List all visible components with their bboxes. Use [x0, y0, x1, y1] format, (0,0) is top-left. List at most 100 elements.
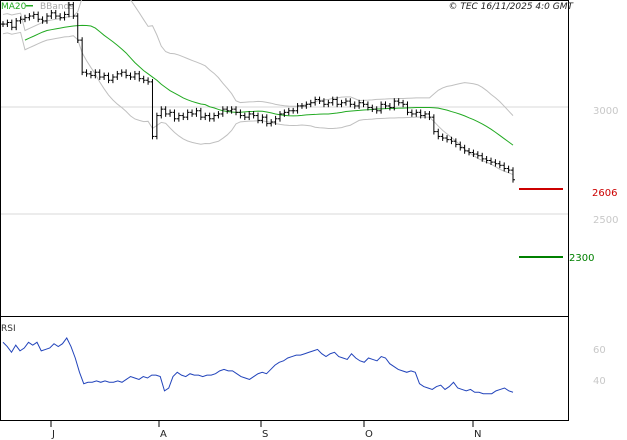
- ohlc-bar: [286, 107, 291, 116]
- ohlc-bar: [159, 106, 164, 119]
- ohlc-bar: [326, 99, 331, 108]
- ohlc-bar: [194, 107, 199, 117]
- ohlc-bar: [27, 13, 32, 21]
- ohlc-bar: [234, 106, 239, 116]
- rsi-layer: [2, 337, 514, 395]
- ohlc-bar: [84, 69, 89, 77]
- ohlc-bar: [291, 107, 296, 114]
- ohlc-bar: [273, 115, 278, 125]
- support-label: 2300: [569, 253, 594, 264]
- ohlc-bar: [102, 72, 107, 80]
- ohlc-bar: [379, 101, 384, 114]
- ohlc-bar: [357, 99, 362, 109]
- ma20-line: [24, 24, 514, 146]
- ohlc-bar: [141, 75, 146, 84]
- y-tick-2500: 2500: [593, 215, 618, 226]
- ohlc-bar: [220, 106, 225, 117]
- x-tick-label: S: [262, 429, 268, 440]
- ohlc-bar: [49, 9, 54, 19]
- ohlc-bar: [132, 70, 137, 80]
- ohlc-bar: [335, 96, 340, 108]
- ohlc-bar: [370, 104, 375, 113]
- ohlc-bar: [471, 149, 476, 157]
- ohlc-bar: [418, 109, 423, 119]
- ohlc-bar: [5, 19, 10, 27]
- bband-lower: [2, 31, 514, 176]
- ohlc-bar: [31, 11, 36, 19]
- ohlc-bar: [124, 69, 129, 79]
- ohlc-bar: [229, 106, 234, 114]
- ohlc-bar: [299, 103, 304, 109]
- ohlc-bar: [203, 112, 208, 121]
- ohlc-bar: [216, 111, 221, 119]
- ohlc-bar: [436, 128, 441, 140]
- x-tick-label: J: [51, 429, 55, 440]
- ohlc-bar: [458, 141, 463, 151]
- ohlc-bar: [295, 103, 300, 114]
- ohlc-bar: [207, 112, 212, 122]
- ohlc-bar: [282, 109, 287, 117]
- ohlc-bar: [212, 112, 217, 122]
- ohlc-bar: [431, 114, 436, 135]
- ohlc-bar: [264, 114, 269, 127]
- ohlc-bar: [511, 167, 515, 183]
- ohlc-bar: [445, 135, 450, 143]
- rsi-panel-frame: [0, 316, 569, 421]
- ohlc-bar: [484, 156, 489, 164]
- ohlc-bar: [14, 17, 19, 31]
- ohlc-bar: [247, 111, 252, 121]
- ohlc-bar: [321, 98, 326, 108]
- ohlc-bar: [66, 1, 71, 18]
- ohlc-bar: [365, 101, 370, 111]
- ohlc-bar: [308, 99, 313, 108]
- ohlc-bar: [256, 112, 260, 124]
- ohlc-bar: [97, 69, 102, 80]
- ohlc-bar: [343, 98, 348, 106]
- ohlc-bar: [40, 16, 45, 24]
- rsi-tick-40: 40: [593, 376, 606, 387]
- ohlc-bar: [396, 98, 401, 106]
- ohlc-bar: [93, 69, 98, 79]
- ohlc-bar: [352, 101, 357, 109]
- y-tick-3000: 3000: [593, 106, 618, 117]
- x-tick-label: A: [160, 429, 167, 440]
- ohlc-bar: [251, 111, 256, 119]
- ohlc-bar: [1, 21, 5, 27]
- ohlc-bar: [467, 147, 472, 156]
- ohlc-bar: [493, 159, 498, 167]
- ohlc-bar: [185, 109, 190, 121]
- ohlc-bar: [22, 14, 27, 23]
- ohlc-bar: [339, 99, 344, 108]
- ohlc-bar: [313, 96, 318, 106]
- ohlc-bar: [427, 111, 432, 121]
- ohlc-bar: [506, 165, 511, 174]
- resistance-label: 2606: [592, 188, 617, 199]
- ohlc-bar: [115, 70, 120, 80]
- ohlc-bar: [172, 109, 177, 122]
- ohlc-bar: [497, 160, 502, 169]
- ohlc-bar: [146, 77, 151, 85]
- ma20-layer: [24, 24, 514, 146]
- rsi-line: [2, 337, 514, 395]
- ohlc-bar: [53, 9, 58, 19]
- ohlc-bar: [480, 152, 485, 162]
- ohlc-bar: [502, 162, 507, 172]
- ohlc-bar: [304, 101, 309, 109]
- ohlc-bar: [181, 112, 186, 121]
- ohlc-bar: [392, 98, 397, 111]
- ohlc-bar: [348, 98, 353, 108]
- bband-upper: [2, 0, 514, 116]
- ohlc-bar: [62, 11, 67, 21]
- ohlc-bar: [374, 106, 379, 114]
- ohlc-bar: [414, 109, 419, 117]
- ohlc-bar: [361, 99, 366, 108]
- ohlc-bar: [119, 69, 124, 77]
- ohlc-bar: [330, 96, 335, 106]
- rsi-tick-60: 60: [593, 345, 606, 356]
- ohlc-bar: [405, 101, 410, 116]
- ohlc-bar: [440, 133, 445, 141]
- ohlc-bar: [44, 13, 49, 24]
- ohlc-bar: [110, 74, 115, 84]
